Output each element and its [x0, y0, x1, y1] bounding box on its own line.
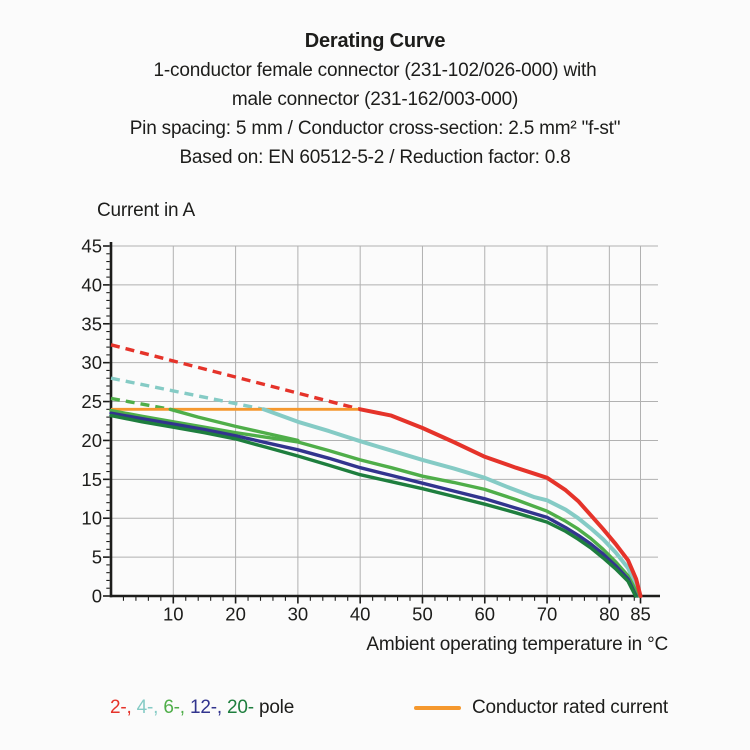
rated-current-legend: Conductor rated current — [413, 697, 668, 719]
chart-gridlines — [111, 245, 658, 596]
curve-6-pole-upper — [168, 407, 300, 443]
legend-pole-2: 2-, — [110, 697, 137, 718]
subtitle-line-1: 1-conductor female connector (231-102/02… — [153, 60, 597, 81]
pole-legend: 2-, 4-, 6-, 12-, 20- pole — [110, 697, 294, 719]
svg-text:50: 50 — [412, 604, 433, 625]
pole-legend-items: 2-, 4-, 6-, 12-, 20- — [110, 697, 259, 718]
rated-current-line-swatch — [413, 706, 461, 710]
curve-6-pole — [109, 408, 640, 598]
chart-tick-labels: 0 5 10 15 20 25 30 35 40 45 10 20 30 40 50 60 70 80 85 — [81, 236, 650, 625]
y-axis-title: Current in A — [97, 200, 195, 221]
svg-text:30: 30 — [81, 352, 102, 373]
svg-text:0: 0 — [92, 586, 102, 607]
svg-text:40: 40 — [81, 274, 102, 295]
svg-text:70: 70 — [537, 604, 558, 625]
svg-text:15: 15 — [81, 469, 102, 490]
chart-title: Derating Curve — [304, 30, 446, 52]
svg-text:10: 10 — [81, 508, 102, 529]
curve-2-pole-above-rated — [110, 343, 361, 411]
svg-text:60: 60 — [474, 604, 495, 625]
chart-curves — [109, 343, 643, 598]
curve-4-pole — [261, 407, 641, 598]
svg-text:85: 85 — [630, 604, 651, 625]
legend-pole-20: 20- — [227, 697, 259, 718]
pole-legend-suffix: pole — [258, 697, 295, 718]
curve-20-pole — [109, 413, 638, 598]
svg-text:20: 20 — [225, 604, 246, 625]
legend-pole-6: 6-, — [163, 697, 190, 718]
rated-current-label: Conductor rated current — [471, 697, 668, 718]
svg-text:40: 40 — [350, 604, 371, 625]
curve-6-pole-above-rated — [110, 396, 171, 411]
svg-text:45: 45 — [81, 236, 102, 257]
legend-row: 2-, 4-, 6-, 12-, 20- pole Conductor rate… — [110, 697, 668, 719]
legend-pole-12: 12-, — [189, 697, 227, 718]
curve-4-pole-above-rated — [110, 376, 264, 411]
svg-text:20: 20 — [81, 430, 102, 451]
subtitle-line-4: Based on: EN 60512-5-2 / Reduction facto… — [179, 147, 571, 168]
x-axis-title: Ambient operating temperature in °C — [366, 634, 668, 655]
legend-pole-4: 4-, — [136, 697, 164, 718]
svg-text:30: 30 — [288, 604, 309, 625]
svg-text:5: 5 — [92, 547, 102, 568]
title-block: Derating Curve 1-conductor female connec… — [40, 27, 710, 172]
subtitle-line-3: Pin spacing: 5 mm / Conductor cross-sect… — [129, 118, 621, 139]
svg-text:35: 35 — [81, 313, 102, 334]
svg-text:80: 80 — [599, 604, 620, 625]
curve-2-pole — [358, 407, 643, 598]
svg-text:25: 25 — [81, 391, 102, 412]
svg-text:10: 10 — [163, 604, 184, 625]
curve-12-pole — [109, 411, 638, 598]
chart-axes — [109, 242, 660, 598]
subtitle-line-2: male connector (231-162/003-000) — [231, 89, 519, 110]
